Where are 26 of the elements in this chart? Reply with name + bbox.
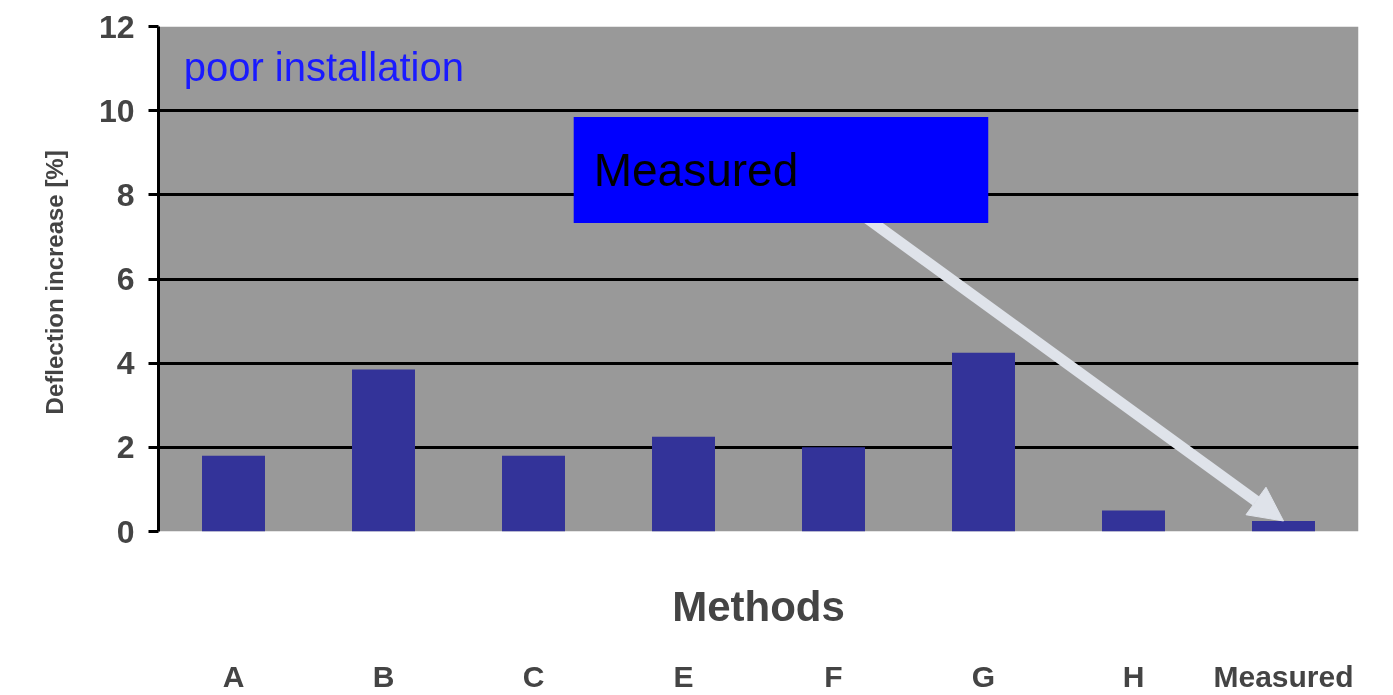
x-tick-label: E — [673, 659, 694, 693]
annotation: poor installation — [183, 44, 464, 89]
x-axis-title: Methods — [672, 582, 845, 630]
x-tick-label: F — [824, 659, 843, 693]
bar — [352, 369, 415, 532]
y-tick-label: 4 — [116, 345, 135, 382]
annotation: Measured — [593, 143, 799, 196]
x-tick-label: A — [222, 659, 245, 693]
y-tick-label: 2 — [116, 429, 135, 466]
bar — [952, 352, 1015, 532]
bar — [652, 436, 715, 532]
y-tick-label: 12 — [98, 8, 135, 45]
bar — [1102, 510, 1165, 532]
x-tick-label: C — [522, 659, 545, 693]
x-tick-label: B — [372, 659, 395, 693]
y-tick-label: 0 — [116, 513, 135, 550]
bar — [502, 455, 565, 532]
y-tick-label: 8 — [116, 176, 135, 213]
y-axis-title: Deflection increase [%] — [40, 150, 68, 415]
bar — [802, 447, 865, 532]
y-tick-label: 10 — [98, 92, 135, 129]
x-tick-label: G — [971, 659, 996, 693]
y-tick-label: 6 — [116, 261, 135, 297]
x-tick-label: Measured — [1213, 659, 1354, 693]
bar — [202, 455, 265, 532]
x-tick-label: H — [1122, 659, 1145, 693]
